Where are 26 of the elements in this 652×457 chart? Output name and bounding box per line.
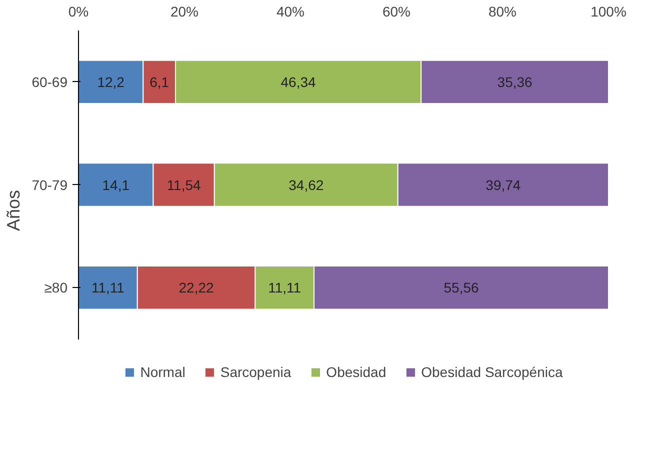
x-tick-label: 20% xyxy=(170,4,199,20)
y-tick-label: 70-79 xyxy=(32,176,68,193)
data-label: 12,2 xyxy=(97,74,125,90)
x-tick-label: 0% xyxy=(68,4,89,20)
legend-label: Normal xyxy=(140,364,186,380)
data-label: 55,56 xyxy=(444,280,479,296)
data-label: 35,36 xyxy=(497,74,533,90)
y-tick-label: ≥80 xyxy=(44,280,68,296)
data-label: 6,1 xyxy=(150,74,170,90)
data-label: 34,62 xyxy=(288,176,324,193)
y-tick-label: 60-69 xyxy=(32,74,68,90)
data-label: 46,34 xyxy=(280,74,316,90)
data-label: 22,22 xyxy=(178,280,214,296)
data-label: 39,74 xyxy=(486,176,521,193)
x-tick-label: 100% xyxy=(590,4,626,20)
legend-label: Obesidad xyxy=(326,364,386,380)
legend-label: Obesidad Sarcopénica xyxy=(421,364,563,380)
data-label: 11,11 xyxy=(91,280,125,296)
x-tick-label: 80% xyxy=(488,4,517,20)
data-label: 11,11 xyxy=(268,280,302,296)
y-axis-title: Años xyxy=(4,190,24,232)
x-tick-label: 60% xyxy=(382,4,411,20)
data-label: 11,54 xyxy=(166,176,202,193)
x-tick-label: 40% xyxy=(276,4,305,20)
legend-label: Sarcopenia xyxy=(220,364,292,380)
data-label: 14,1 xyxy=(102,176,130,193)
